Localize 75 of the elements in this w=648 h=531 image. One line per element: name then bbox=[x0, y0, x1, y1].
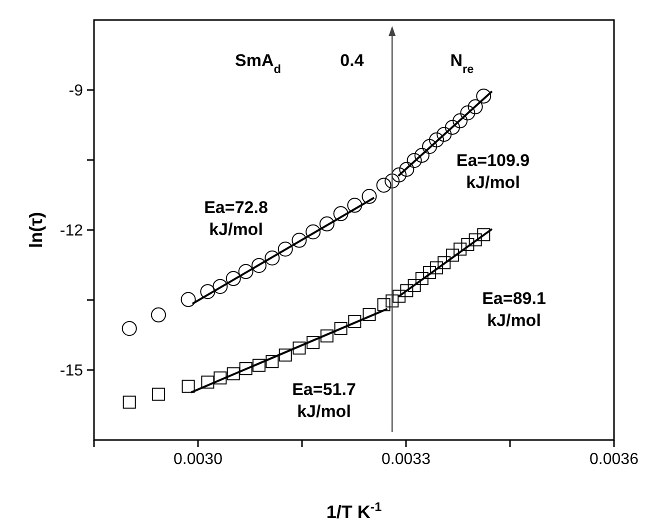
point bbox=[150, 307, 166, 322]
point bbox=[392, 167, 407, 182]
point bbox=[438, 256, 451, 270]
point bbox=[400, 284, 414, 298]
point bbox=[444, 120, 460, 135]
point bbox=[461, 238, 474, 251]
point bbox=[436, 126, 452, 142]
annotation: N$_{re}$ bbox=[450, 50, 474, 76]
x-axis-title: 1/T K$^{-1}$ bbox=[326, 500, 382, 522]
annotation: Ea=51.7 kJ/mol bbox=[292, 380, 356, 421]
point bbox=[226, 367, 240, 380]
point bbox=[476, 88, 492, 104]
annotation: 0.4 bbox=[340, 50, 364, 70]
point bbox=[446, 248, 459, 262]
point bbox=[278, 348, 292, 362]
y-tick-label: -15 bbox=[60, 362, 84, 380]
point bbox=[429, 132, 444, 148]
point bbox=[362, 188, 377, 204]
point bbox=[376, 178, 392, 193]
y-axis-title: ln(τ) bbox=[26, 212, 46, 248]
point bbox=[306, 336, 320, 349]
point bbox=[477, 228, 490, 242]
point bbox=[320, 329, 334, 342]
point bbox=[152, 388, 165, 401]
point bbox=[226, 271, 241, 286]
point bbox=[468, 233, 482, 246]
annotation: Ea=89.1 kJ/mol bbox=[482, 288, 546, 330]
point bbox=[182, 380, 195, 393]
point bbox=[377, 298, 390, 312]
point bbox=[292, 232, 307, 248]
point bbox=[415, 272, 428, 286]
point bbox=[423, 266, 436, 279]
point bbox=[334, 322, 348, 335]
point bbox=[468, 99, 483, 114]
point bbox=[306, 224, 321, 240]
annotation: Ea=109.9 kJ/mol bbox=[456, 150, 530, 192]
point bbox=[200, 284, 216, 300]
point bbox=[319, 216, 334, 232]
point bbox=[239, 362, 252, 376]
point bbox=[333, 206, 348, 222]
point bbox=[122, 396, 136, 409]
point bbox=[201, 376, 214, 389]
point bbox=[384, 174, 400, 188]
point bbox=[266, 355, 279, 368]
point bbox=[180, 292, 196, 308]
point bbox=[422, 138, 438, 154]
point bbox=[214, 371, 227, 384]
point bbox=[362, 308, 376, 321]
point bbox=[392, 290, 406, 303]
point bbox=[347, 198, 362, 213]
point bbox=[460, 105, 476, 120]
point bbox=[348, 314, 362, 328]
point bbox=[278, 242, 293, 257]
point bbox=[430, 261, 444, 274]
point bbox=[212, 278, 228, 294]
point bbox=[292, 342, 306, 355]
x-tick-label: 0.0036 bbox=[590, 451, 639, 468]
x-tick-label: 0.0030 bbox=[174, 451, 223, 468]
point bbox=[264, 250, 280, 266]
point bbox=[252, 258, 267, 273]
point bbox=[408, 279, 421, 292]
y-tick-label: -12 bbox=[60, 222, 84, 240]
point bbox=[238, 264, 254, 280]
y-tick-label: -9 bbox=[68, 82, 84, 100]
annotation: Ea=72.8 kJ/mol bbox=[204, 198, 268, 239]
point bbox=[122, 320, 137, 336]
point bbox=[414, 148, 430, 163]
point bbox=[386, 294, 399, 308]
point bbox=[406, 152, 422, 168]
point bbox=[399, 162, 414, 177]
annotation: SmA$_{d}$ bbox=[235, 50, 281, 76]
point bbox=[252, 358, 266, 372]
x-tick-label: 0.0033 bbox=[382, 451, 431, 468]
point bbox=[454, 242, 467, 256]
point bbox=[452, 113, 468, 128]
